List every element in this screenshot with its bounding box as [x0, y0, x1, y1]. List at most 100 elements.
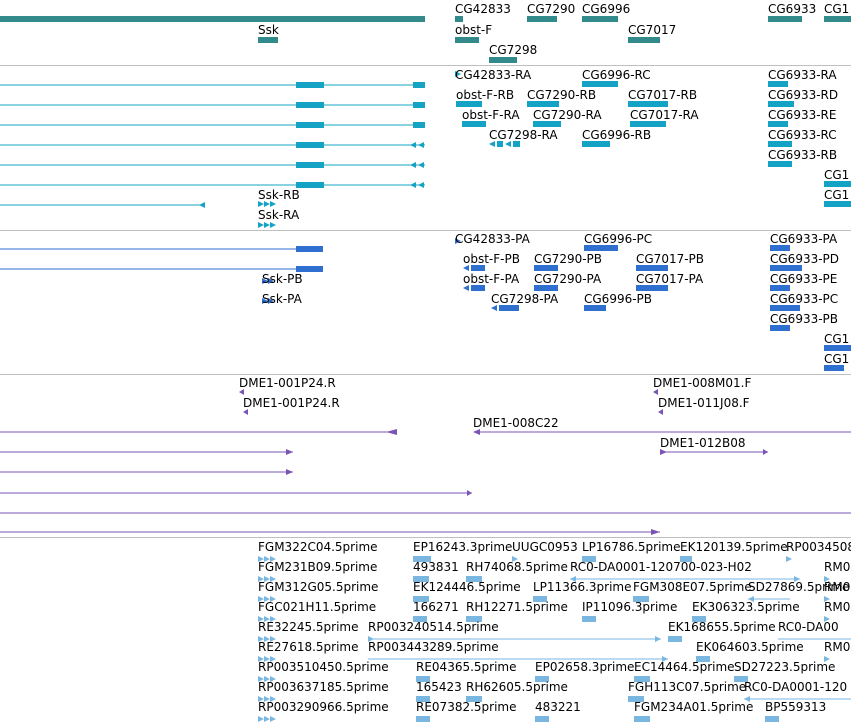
- transcript-label[interactable]: CG6996-RC: [582, 68, 651, 82]
- est-label[interactable]: RP0034508: [786, 540, 851, 554]
- est-label[interactable]: FGM312G05.5prime: [258, 580, 379, 594]
- protein-label[interactable]: CG6933-PD: [770, 252, 840, 266]
- transcript-label[interactable]: CG7290-RB: [527, 88, 597, 102]
- est-label[interactable]: RP003443289.5prime: [368, 640, 499, 654]
- protein-label[interactable]: CG1: [824, 332, 850, 346]
- est-label[interactable]: FGM234A01.5prime: [634, 700, 754, 714]
- gene-bar-cg7290[interactable]: [527, 16, 557, 22]
- est-label[interactable]: 483221: [535, 700, 581, 714]
- est-label[interactable]: 165423: [416, 680, 462, 694]
- transcript-label[interactable]: CG6933-RA: [768, 68, 837, 82]
- est-label[interactable]: EK120139.5prime: [680, 540, 788, 554]
- est-label[interactable]: RC0-DA0001-120700-023-H02: [570, 560, 752, 574]
- est-label[interactable]: FGM231B09.5prime: [258, 560, 378, 574]
- gene-bar-ssk-small[interactable]: [258, 37, 278, 43]
- est-label[interactable]: EK124446.5prime: [413, 580, 521, 594]
- est-label[interactable]: SD27869.5prime: [748, 580, 850, 594]
- est-label[interactable]: RH62605.5prime: [466, 680, 568, 694]
- est-label[interactable]: RP003290966.5prime: [258, 700, 389, 714]
- gene-bar-cg7298[interactable]: [489, 57, 517, 63]
- clone-label[interactable]: DME1-008M01.F: [653, 376, 752, 390]
- protein-label[interactable]: CG7290-PA: [534, 272, 602, 286]
- transcript-label[interactable]: CG1: [824, 168, 850, 182]
- protein-label[interactable]: obst-F-PA: [463, 272, 520, 286]
- gene-bar-cg6996[interactable]: [582, 16, 618, 22]
- clone-label[interactable]: DME1-001P24.R: [243, 396, 340, 410]
- protein-label[interactable]: Ssk-PA: [262, 292, 302, 306]
- clone-label[interactable]: DME1-012B08: [660, 436, 746, 450]
- protein-label[interactable]: CG6933-PA: [770, 232, 838, 246]
- transcript-label[interactable]: obst-F-RA: [462, 108, 520, 122]
- transcript-label[interactable]: CG7017-RA: [630, 108, 699, 122]
- protein-label[interactable]: CG6933-PE: [770, 272, 838, 286]
- transcript-label[interactable]: CG7017-RB: [628, 88, 698, 102]
- est-label[interactable]: EK306323.5prime: [692, 600, 800, 614]
- est-label[interactable]: FGM308E07.5prime: [633, 580, 752, 594]
- gene-bar-cg7017[interactable]: [628, 37, 660, 43]
- est-label[interactable]: BP559313: [765, 700, 827, 714]
- transcript-label[interactable]: CG6933-RD: [768, 88, 839, 102]
- est-label[interactable]: RM0: [824, 640, 851, 654]
- transcript-label[interactable]: Ssk-RA: [258, 208, 300, 222]
- protein-label[interactable]: CG7017-PA: [636, 272, 704, 286]
- transcript-label[interactable]: CG42833-RA: [455, 68, 532, 82]
- transcript-label[interactable]: CG7290-RA: [533, 108, 602, 122]
- protein-label[interactable]: CG7290-PB: [534, 252, 603, 266]
- protein-label[interactable]: CG6996-PC: [584, 232, 653, 246]
- gene-bar-ssk[interactable]: [0, 16, 425, 22]
- est-label[interactable]: EK168655.5prime: [668, 620, 776, 634]
- transcript-label[interactable]: CG1: [824, 188, 850, 202]
- est-label[interactable]: EK064603.5prime: [696, 640, 804, 654]
- est-label[interactable]: FGC021H11.5prime: [258, 600, 377, 614]
- est-label[interactable]: EP02658.3prime: [535, 660, 635, 674]
- gene-bar-cg1[interactable]: [824, 16, 851, 22]
- transcript-label[interactable]: Ssk-RB: [258, 188, 300, 202]
- est-label[interactable]: RE32245.5prime: [258, 620, 359, 634]
- est-label[interactable]: FGH113C07.5prime: [628, 680, 747, 694]
- est-label[interactable]: RC0-DA0001-120: [744, 680, 848, 694]
- est-label[interactable]: EP16243.3prime: [413, 540, 513, 554]
- transcript-label[interactable]: CG7298-RA: [489, 128, 558, 142]
- est-label[interactable]: RP003637185.5prime: [258, 680, 389, 694]
- protein-label[interactable]: CG6933-PC: [770, 292, 839, 306]
- protein-label[interactable]: CG7298-PA: [491, 292, 559, 306]
- protein-label[interactable]: CG42833-PA: [455, 232, 530, 246]
- protein-label[interactable]: CG6996-PB: [584, 292, 653, 306]
- clone-label[interactable]: DME1-011J08.F: [658, 396, 750, 410]
- est-label[interactable]: UUGC0953: [512, 540, 578, 554]
- est-label[interactable]: LP16786.5prime: [582, 540, 681, 554]
- est-label[interactable]: RH12271.5prime: [466, 600, 568, 614]
- protein-label[interactable]: CG7017-PB: [636, 252, 705, 266]
- est-label[interactable]: EC14464.5prime: [634, 660, 735, 674]
- transcript-label[interactable]: CG6933-RB: [768, 148, 838, 162]
- est-label[interactable]: RE07382.5prime: [416, 700, 517, 714]
- clone-label[interactable]: DME1-001P24.R: [239, 376, 336, 390]
- gene-bar-cg42833[interactable]: [455, 16, 463, 22]
- transcript-label[interactable]: CG6933-RC: [768, 128, 837, 142]
- gene-bar-cg6933[interactable]: [768, 16, 802, 22]
- est-label[interactable]: RP003240514.5prime: [368, 620, 499, 634]
- transcript-label[interactable]: CG6933-RE: [768, 108, 837, 122]
- transcript-label[interactable]: CG6996-RB: [582, 128, 652, 142]
- est-label[interactable]: FGM322C04.5prime: [258, 540, 378, 554]
- est-label[interactable]: 493831: [413, 560, 459, 574]
- est-label[interactable]: SD27223.5prime: [734, 660, 836, 674]
- est-label[interactable]: LP11366.3prime: [533, 580, 632, 594]
- transcript-label[interactable]: obst-F-RB: [456, 88, 515, 102]
- protein-label[interactable]: CG1: [824, 352, 850, 366]
- est-label[interactable]: RH74068.5prime: [466, 560, 568, 574]
- protein-label[interactable]: Ssk-PB: [262, 272, 303, 286]
- est-label[interactable]: RP003510450.5prime: [258, 660, 389, 674]
- est-label[interactable]: RM0: [824, 600, 851, 614]
- est-label[interactable]: RM0: [824, 580, 851, 594]
- clone-label[interactable]: DME1-008C22: [473, 416, 559, 430]
- protein-label[interactable]: CG6933-PB: [770, 312, 839, 326]
- est-label[interactable]: 166271: [413, 600, 459, 614]
- est-label[interactable]: RM0: [824, 560, 851, 574]
- est-label[interactable]: RE27618.5prime: [258, 640, 359, 654]
- protein-label[interactable]: obst-F-PB: [463, 252, 520, 266]
- gene-bar-obst[interactable]: [455, 37, 479, 43]
- est-label[interactable]: RC0-DA00: [778, 620, 839, 634]
- est-label[interactable]: IP11096.3prime: [582, 600, 678, 614]
- est-label[interactable]: RE04365.5prime: [416, 660, 517, 674]
